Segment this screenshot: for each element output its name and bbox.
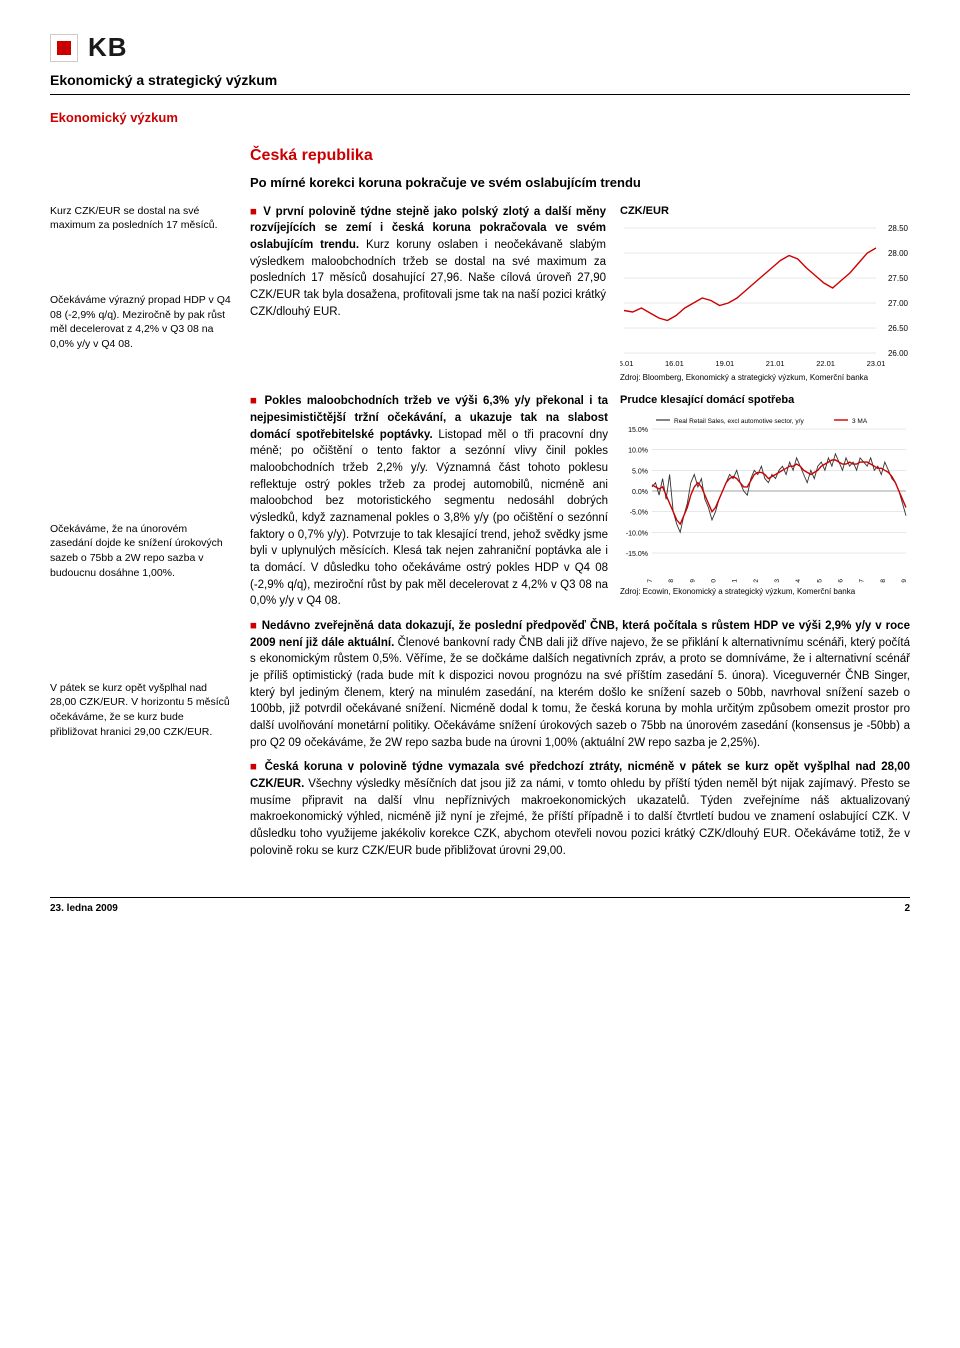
sidebar-note-3: Očekáváme, že na únorovém zasedání dojde… bbox=[50, 522, 232, 581]
bullet-icon: ■ bbox=[250, 761, 265, 773]
paragraph-1: ■ V první polovině týdne stejně jako pol… bbox=[250, 204, 606, 376]
svg-text:Jan-07: Jan-07 bbox=[859, 579, 866, 583]
svg-text:Jan-97: Jan-97 bbox=[647, 579, 654, 583]
chart2-title: Prudce klesající domácí spotřeba bbox=[620, 393, 910, 409]
svg-text:19.01: 19.01 bbox=[715, 359, 734, 368]
chart1-source: Zdroj: Bloomberg, Ekonomický a strategic… bbox=[620, 372, 910, 384]
svg-text:10.0%: 10.0% bbox=[628, 448, 648, 455]
svg-text:28.00: 28.00 bbox=[888, 249, 909, 258]
svg-text:16.01: 16.01 bbox=[665, 359, 684, 368]
svg-text:Jan-09: Jan-09 bbox=[901, 579, 908, 583]
chart1-title: CZK/EUR bbox=[620, 204, 910, 220]
logo: KB bbox=[50, 30, 910, 65]
svg-text:0.0%: 0.0% bbox=[632, 489, 648, 496]
paragraph-4: ■ Česká koruna v polovině týdne vymazala… bbox=[250, 759, 910, 859]
svg-text:Real Retail Sales, excl automo: Real Retail Sales, excl automotive secto… bbox=[674, 418, 804, 425]
svg-text:28.50: 28.50 bbox=[888, 224, 909, 233]
svg-text:Jan-98: Jan-98 bbox=[668, 579, 675, 583]
svg-text:Jan-00: Jan-00 bbox=[711, 579, 718, 583]
p4-rest: Všechny výsledky měsíčních dat jsou již … bbox=[250, 778, 910, 857]
chart2-svg: Real Retail Sales, excl automotive secto… bbox=[620, 413, 910, 583]
main-content: ■ V první polovině týdne stejně jako pol… bbox=[250, 204, 910, 868]
svg-text:Jan-01: Jan-01 bbox=[732, 579, 739, 583]
svg-text:Jan-08: Jan-08 bbox=[880, 579, 887, 583]
svg-text:Jan-04: Jan-04 bbox=[795, 579, 802, 583]
paragraph-3: ■ Nedávno zveřejněná data dokazují, že p… bbox=[250, 618, 910, 751]
bullet-icon: ■ bbox=[250, 395, 264, 407]
svg-text:27.50: 27.50 bbox=[888, 274, 909, 283]
bullet-icon: ■ bbox=[250, 620, 262, 632]
chart-retail: Prudce klesající domácí spotřeba Real Re… bbox=[620, 393, 910, 598]
svg-text:23.01: 23.01 bbox=[867, 359, 886, 368]
p3-rest: Členové bankovní rady ČNB dali již dříve… bbox=[250, 637, 910, 749]
sidebar-note-1: Kurz CZK/EUR se dostal na své maximum za… bbox=[50, 204, 232, 233]
svg-text:15.0%: 15.0% bbox=[628, 427, 648, 434]
chart-czkeur: CZK/EUR 28.50 28.00 27.50 27.00 26.50 26.00 15… bbox=[620, 204, 910, 384]
svg-text:26.00: 26.00 bbox=[888, 349, 909, 358]
country-title: Česká republika bbox=[250, 145, 910, 167]
sub-header: Ekonomický výzkum bbox=[50, 109, 910, 127]
svg-text:22.01: 22.01 bbox=[816, 359, 835, 368]
svg-text:Jan-06: Jan-06 bbox=[838, 579, 845, 583]
footer: 23. ledna 2009 2 bbox=[50, 897, 910, 916]
logo-mark bbox=[50, 34, 78, 62]
svg-text:-10.0%: -10.0% bbox=[626, 530, 648, 537]
svg-text:3 MA: 3 MA bbox=[852, 418, 868, 425]
footer-date: 23. ledna 2009 bbox=[50, 902, 118, 916]
svg-text:15.01: 15.01 bbox=[620, 359, 633, 368]
header-title: Ekonomický a strategický výzkum bbox=[50, 71, 910, 95]
svg-text:Jan-03: Jan-03 bbox=[774, 579, 781, 583]
sidebar: Kurz CZK/EUR se dostal na své maximum za… bbox=[50, 204, 232, 868]
svg-text:Jan-02: Jan-02 bbox=[753, 579, 760, 583]
main-headline: Po mírné korekci koruna pokračuje ve své… bbox=[250, 174, 910, 192]
sidebar-note-2: Očekáváme výrazný propad HDP v Q4 08 (-2… bbox=[50, 293, 232, 352]
bullet-icon: ■ bbox=[250, 206, 263, 218]
svg-text:27.00: 27.00 bbox=[888, 299, 909, 308]
svg-text:Jan-05: Jan-05 bbox=[816, 579, 823, 583]
svg-text:21.01: 21.01 bbox=[766, 359, 785, 368]
chart1-svg: 28.50 28.00 27.50 27.00 26.50 26.00 15.01 16.01… bbox=[620, 224, 910, 369]
svg-text:5.0%: 5.0% bbox=[632, 468, 648, 475]
sidebar-note-4: V pátek se kurz opět vyšplhal nad 28,00 … bbox=[50, 681, 232, 740]
p2-rest: Listopad měl o tři pracovní dny méně; po… bbox=[250, 429, 608, 608]
chart2-source: Zdroj: Ecowin, Ekonomický a strategický … bbox=[620, 586, 910, 598]
svg-text:-15.0%: -15.0% bbox=[626, 551, 648, 558]
logo-text: KB bbox=[88, 30, 128, 65]
svg-text:26.50: 26.50 bbox=[888, 324, 909, 333]
footer-page: 2 bbox=[904, 902, 910, 916]
svg-text:-5.0%: -5.0% bbox=[630, 510, 648, 517]
svg-text:Jan-99: Jan-99 bbox=[689, 579, 696, 583]
